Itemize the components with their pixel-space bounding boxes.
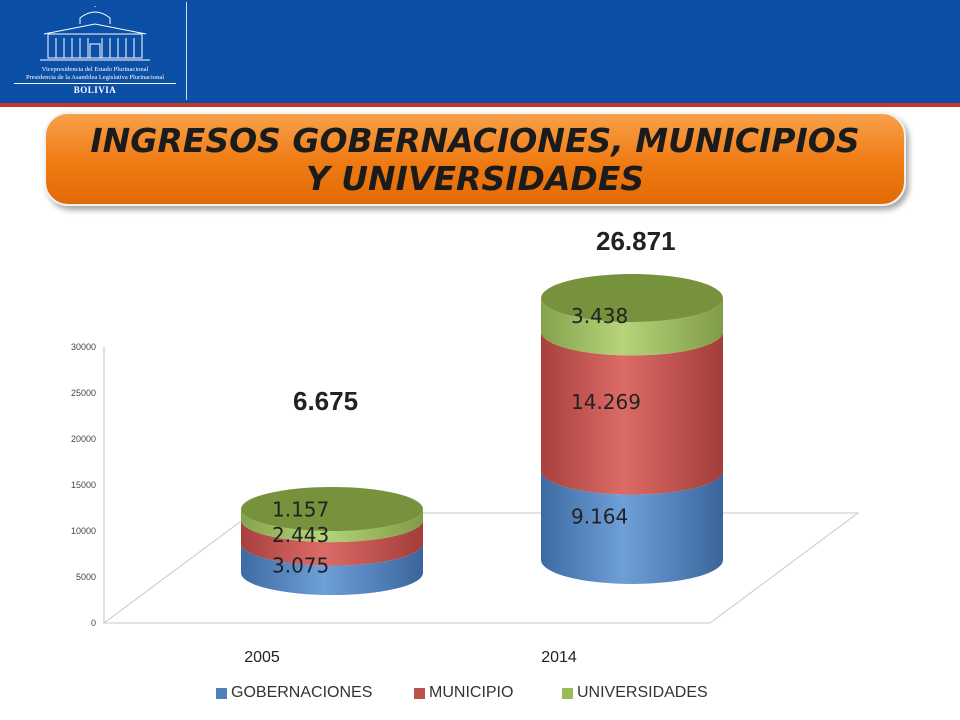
y-tick-label: 25000 <box>71 388 96 398</box>
logo-country: BOLIVIA <box>73 85 117 95</box>
y-tick-label: 30000 <box>71 342 96 352</box>
y-tick-label: 15000 <box>71 480 96 490</box>
legend-swatch-universidades <box>562 688 573 699</box>
y-tick-label: 0 <box>91 618 96 628</box>
legend-swatch-municipio <box>414 688 425 699</box>
legend-swatch-gobernaciones <box>216 688 227 699</box>
x-category-label: 2005 <box>244 649 280 666</box>
bar-municipio-2005 <box>241 520 423 566</box>
slide-title: INGRESOS GOBERNACIONES, MUNICIPIOS Y UNI… <box>46 122 904 198</box>
slide-title-banner: INGRESOS GOBERNACIONES, MUNICIPIOS Y UNI… <box>44 112 906 206</box>
legend-label-municipio: MUNICIPIO <box>429 684 514 701</box>
chart-legend: GOBERNACIONES MUNICIPIO UNIVERSIDADES <box>0 683 960 705</box>
bar-municipio-2014 <box>541 331 723 495</box>
data-label-universidades-2014: 3.438 <box>571 304 628 328</box>
data-label-gobernaciones-2005: 3.075 <box>272 553 329 577</box>
chart-floor <box>102 512 860 624</box>
bar-universidades-2014 <box>541 298 723 356</box>
slide-title-line2: Y UNIVERSIDADES <box>305 159 645 198</box>
legend-label-universidades: UNIVERSIDADES <box>577 684 708 701</box>
logo-text-line2: Presidencia de la Asamblea Legislativa P… <box>25 74 165 81</box>
data-label-universidades-2005: 1.157 <box>272 498 329 522</box>
logo-divider <box>14 83 176 84</box>
header-accent-strip <box>0 103 960 107</box>
legislative-building-icon <box>40 4 150 61</box>
y-tick-label: 10000 <box>71 526 96 536</box>
x-category-label: 2014 <box>541 649 577 666</box>
bar-top-cap-2005 <box>241 487 423 531</box>
bar-top-cap-2014 <box>541 274 723 322</box>
logo-text-line1: Vicepresidencia del Estado Plurinacional <box>41 66 149 73</box>
y-tick-label: 5000 <box>76 572 96 582</box>
vicepresidency-logo: Vicepresidencia del Estado Plurinacional… <box>10 4 180 98</box>
y-tick-label: 20000 <box>71 434 96 444</box>
total-2014: 26.871 <box>596 226 676 256</box>
legend-label-gobernaciones: GOBERNACIONES <box>231 684 373 701</box>
header-bar: Vicepresidencia del Estado Plurinacional… <box>0 0 960 103</box>
data-label-municipio-2014: 14.269 <box>571 390 641 414</box>
total-2005: 6.675 <box>293 386 359 416</box>
bar-gobernaciones-2005 <box>241 543 423 595</box>
data-label-gobernaciones-2014: 9.164 <box>571 504 628 528</box>
bar-universidades-2005 <box>241 509 423 543</box>
slide-title-line1: INGRESOS GOBERNACIONES, MUNICIPIOS <box>90 121 860 160</box>
data-label-municipio-2005: 2.443 <box>272 523 329 547</box>
header-divider <box>186 2 187 100</box>
bar-gobernaciones-2014 <box>541 470 723 584</box>
